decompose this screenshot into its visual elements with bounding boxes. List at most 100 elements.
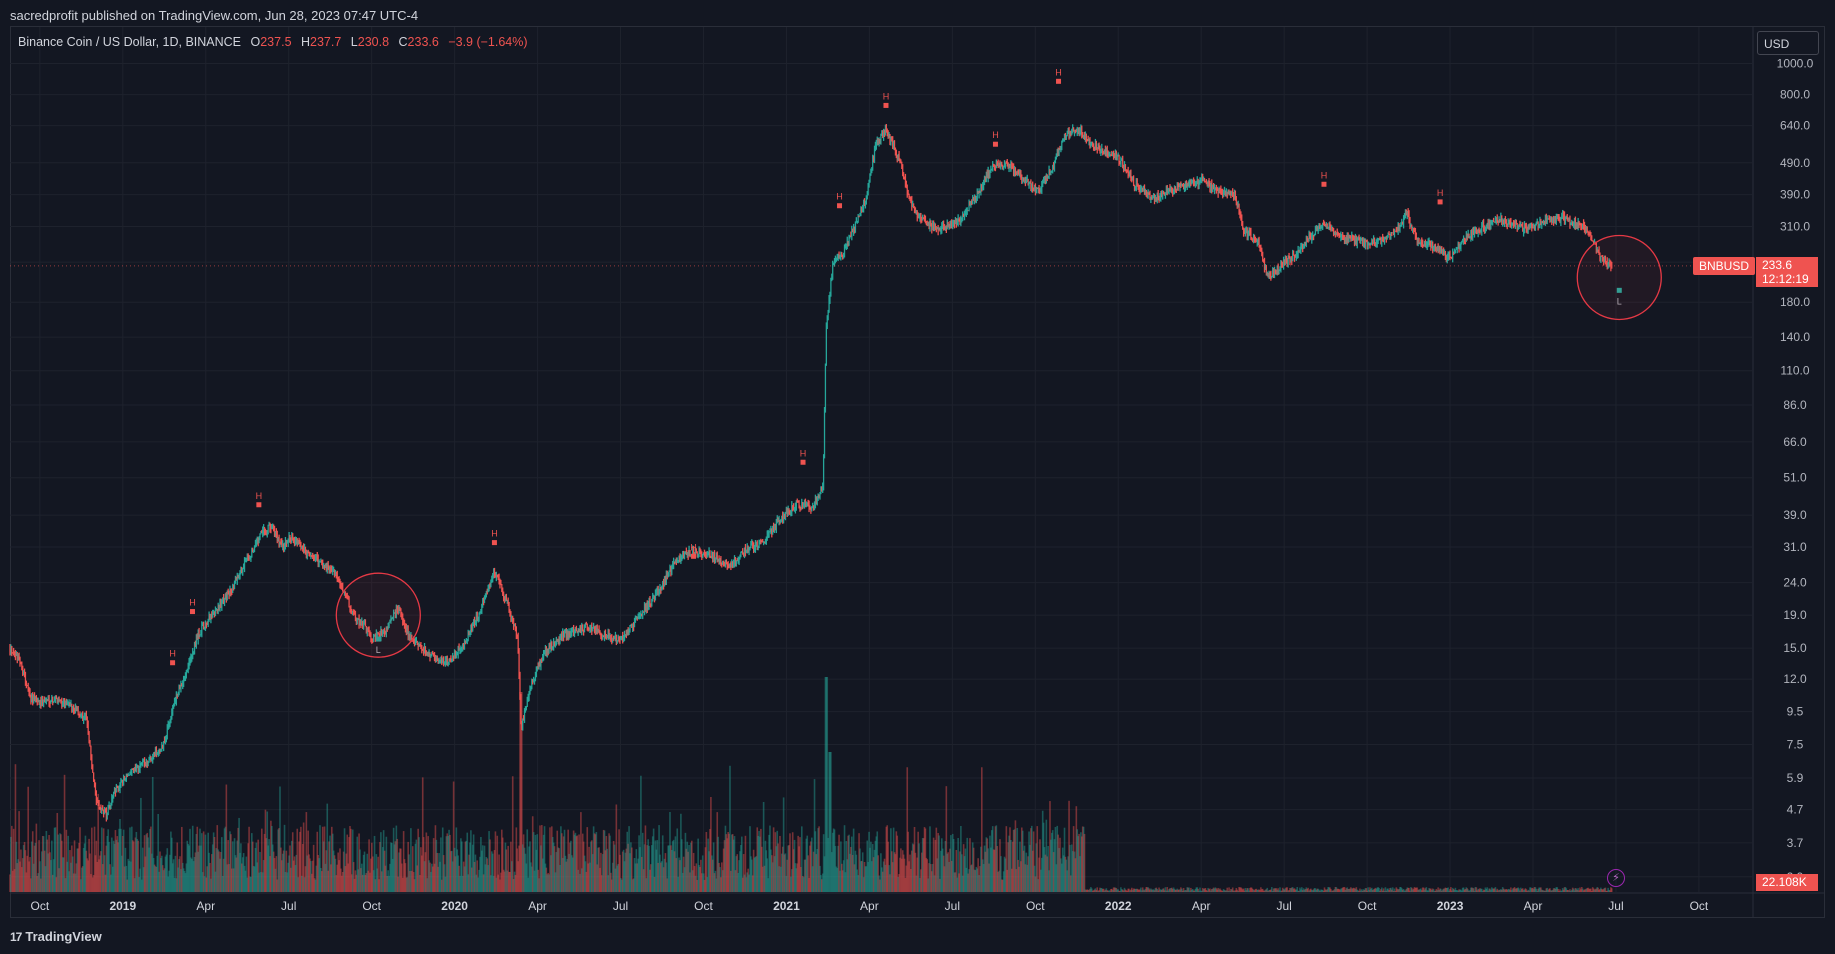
y-tick-label: 140.0 (1780, 330, 1810, 344)
published-by-header: sacredprofit published on TradingView.co… (10, 8, 419, 23)
symbol-price-tag: BNBUSD (1693, 257, 1756, 275)
x-tick-label: Apr (528, 899, 547, 913)
x-tick-label: Oct (1690, 899, 1709, 913)
price-series (9, 124, 1752, 822)
y-tick-label: 9.5 (1787, 705, 1804, 719)
x-tick-label: Jul (1608, 899, 1623, 913)
legend-change: −3.9 (−1.64%) (448, 35, 528, 49)
high-marker (1321, 181, 1327, 187)
low-marker (375, 636, 381, 642)
high-marker-label: H (800, 448, 807, 458)
last-price-tag: 233.6 12:12:19 (1756, 257, 1818, 287)
high-marker-label: H (690, 542, 697, 552)
x-tick-label: Apr (196, 899, 215, 913)
high-marker (1437, 199, 1443, 205)
legend-open-label: O (250, 35, 261, 49)
high-marker-label: H (883, 91, 890, 101)
high-marker-label: H (1055, 67, 1062, 77)
high-marker-label: H (1321, 170, 1328, 180)
x-tick-label: 2019 (109, 899, 136, 913)
y-tick-label: 15.0 (1783, 641, 1807, 655)
y-tick-label: 110.0 (1780, 364, 1809, 378)
y-tick-label: 19.0 (1783, 608, 1807, 622)
high-marker (800, 459, 806, 465)
volume-bars (9, 677, 1613, 892)
high-marker-label: H (992, 130, 999, 140)
high-marker (1056, 78, 1062, 84)
lightning-icon[interactable]: ⚡ (1607, 869, 1625, 887)
y-tick-label: 51.0 (1783, 471, 1807, 485)
legend-low-label: L (350, 35, 358, 49)
x-tick-label: Oct (694, 899, 713, 913)
x-tick-label: Oct (31, 899, 50, 913)
x-tick-label: Jul (613, 899, 628, 913)
low-marker-label: L (376, 645, 381, 655)
low-marker-label: L (1617, 296, 1622, 306)
x-tick-label: Apr (1524, 899, 1543, 913)
high-marker (491, 540, 497, 546)
currency-selector-button[interactable]: USD (1757, 31, 1819, 55)
x-tick-label: Oct (362, 899, 381, 913)
tradingview-logo-icon: 17 (10, 929, 22, 944)
y-tick-label: 39.0 (1783, 508, 1807, 522)
last-price: 233.6 (1762, 258, 1793, 272)
y-tick-label: 24.0 (1783, 576, 1807, 590)
y-tick-label: 12.0 (1783, 672, 1807, 686)
high-marker-label: H (169, 649, 176, 659)
high-marker (256, 502, 262, 508)
legend-title: Binance Coin / US Dollar, 1D, BINANCE (18, 35, 242, 49)
x-tick-label: Oct (1026, 899, 1045, 913)
legend-low: 230.8 (357, 35, 390, 49)
chart-gridlines (10, 27, 1752, 892)
y-tick-label: 66.0 (1783, 435, 1807, 449)
x-tick-label: Apr (1192, 899, 1211, 913)
x-tick-label: Apr (860, 899, 879, 913)
tradingview-brand: TradingView (25, 929, 102, 944)
y-tick-label: 4.7 (1787, 803, 1804, 817)
legend-close: 233.6 (407, 35, 439, 49)
y-tick-label: 1000.0 (1777, 57, 1814, 71)
high-marker (992, 141, 998, 147)
y-tick-label: 5.9 (1787, 771, 1804, 785)
symbol-legend[interactable]: Binance Coin / US Dollar, 1D, BINANCE O2… (18, 35, 528, 49)
x-tick-label: Oct (1358, 899, 1377, 913)
y-tick-label: 3.7 (1787, 836, 1804, 850)
high-marker-label: H (836, 192, 843, 202)
high-low-markers: H H H H H H H H H H H H L L (169, 67, 1662, 666)
y-tick-label: 180.0 (1780, 295, 1810, 309)
low-marker (1616, 287, 1622, 293)
y-tick-label: 490.0 (1780, 156, 1810, 170)
x-tick-label: Jul (945, 899, 960, 913)
y-tick-label: 390.0 (1780, 188, 1810, 202)
highlight-circle (1576, 234, 1662, 321)
high-marker-label: H (1437, 188, 1444, 198)
tradingview-logo[interactable]: 17 TradingView (10, 929, 102, 944)
y-tick-label: 640.0 (1780, 119, 1810, 133)
chart-frame[interactable] (10, 26, 1825, 918)
legend-high: 237.7 (310, 35, 342, 49)
y-tick-label: 800.0 (1780, 88, 1810, 102)
high-marker-label: H (189, 598, 196, 608)
high-marker (883, 102, 889, 108)
x-tick-label: 2020 (441, 899, 468, 913)
highlight-circle (335, 572, 421, 658)
legend-close-label: C (398, 35, 408, 49)
volume-value-tag: 22.108K (1756, 874, 1818, 891)
legend-open: 237.5 (260, 35, 292, 49)
x-tick-label: Jul (281, 899, 296, 913)
high-marker (691, 553, 697, 559)
y-tick-label: 86.0 (1783, 398, 1807, 412)
y-tick-label: 31.0 (1783, 540, 1807, 554)
y-tick-label: 7.5 (1787, 738, 1804, 752)
bar-countdown: 12:12:19 (1762, 272, 1809, 286)
x-tick-label: Jul (1276, 899, 1291, 913)
high-marker-label: H (256, 491, 263, 501)
legend-high-label: H (301, 35, 311, 49)
high-marker (837, 203, 843, 209)
high-marker-label: H (491, 529, 498, 539)
high-marker (170, 660, 176, 666)
x-tick-label: 2021 (773, 899, 800, 913)
x-tick-label: 2023 (1437, 899, 1464, 913)
x-tick-label: 2022 (1105, 899, 1132, 913)
